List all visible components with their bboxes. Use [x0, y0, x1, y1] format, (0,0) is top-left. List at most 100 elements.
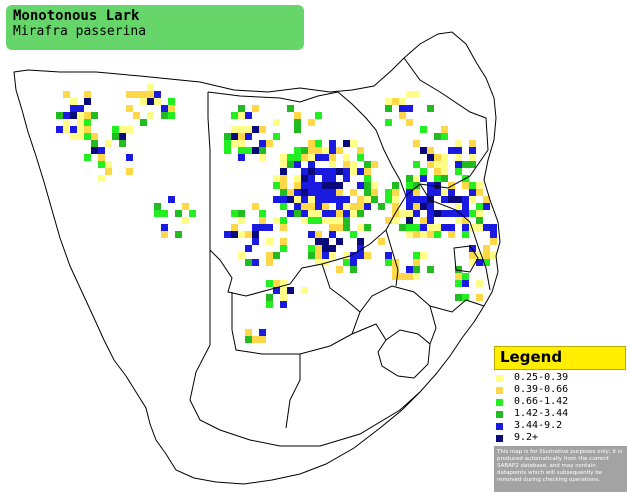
- occurrence-cell: [273, 252, 280, 259]
- occurrence-cell: [413, 140, 420, 147]
- occurrence-cell: [294, 203, 301, 210]
- occurrence-cell: [238, 154, 245, 161]
- occurrence-cell: [343, 252, 350, 259]
- occurrence-cell: [441, 161, 448, 168]
- occurrence-cell: [469, 154, 476, 161]
- occurrence-cell: [252, 203, 259, 210]
- occurrence-cell: [385, 105, 392, 112]
- occurrence-cell: [483, 224, 490, 231]
- occurrence-cell: [462, 203, 469, 210]
- occurrence-cell: [231, 140, 238, 147]
- occurrence-cell: [441, 126, 448, 133]
- occurrence-cell: [329, 196, 336, 203]
- occurrence-cell: [392, 273, 399, 280]
- occurrence-cell: [427, 147, 434, 154]
- occurrence-cell: [336, 203, 343, 210]
- occurrence-cell: [175, 231, 182, 238]
- occurrence-cell: [343, 168, 350, 175]
- occurrence-cell: [406, 203, 413, 210]
- occurrence-cell: [189, 210, 196, 217]
- border-botswana-zimbabwe: [337, 91, 407, 231]
- occurrence-cell: [77, 112, 84, 119]
- occurrence-cell: [476, 210, 483, 217]
- occurrence-cell: [301, 217, 308, 224]
- occurrence-cell: [469, 140, 476, 147]
- occurrence-cell: [364, 175, 371, 182]
- legend-label: 1.42-3.44: [514, 408, 569, 419]
- occurrence-cell: [84, 112, 91, 119]
- occurrence-cell: [266, 140, 273, 147]
- occurrence-cell: [273, 280, 280, 287]
- occurrence-cell: [399, 210, 406, 217]
- occurrence-cell: [476, 217, 483, 224]
- occurrence-cell: [315, 140, 322, 147]
- occurrence-cell: [350, 231, 357, 238]
- occurrence-cell: [294, 175, 301, 182]
- occurrence-cell: [126, 91, 133, 98]
- occurrence-cell: [406, 182, 413, 189]
- occurrence-cell: [84, 119, 91, 126]
- occurrence-cell: [322, 217, 329, 224]
- occurrence-cell: [406, 231, 413, 238]
- occurrence-cell: [91, 140, 98, 147]
- occurrence-cell: [280, 245, 287, 252]
- occurrence-cell: [392, 196, 399, 203]
- occurrence-cell: [448, 224, 455, 231]
- province-line-1: [231, 292, 387, 355]
- occurrence-cell: [329, 231, 336, 238]
- occurrence-cell: [147, 91, 154, 98]
- occurrence-cell: [294, 112, 301, 119]
- occurrence-cell: [364, 168, 371, 175]
- province-line-3: [285, 354, 301, 429]
- occurrence-cell: [399, 224, 406, 231]
- occurrence-cell: [161, 112, 168, 119]
- occurrence-cell: [343, 140, 350, 147]
- occurrence-cell: [168, 98, 175, 105]
- occurrence-cell: [56, 126, 63, 133]
- occurrence-cell: [287, 154, 294, 161]
- occurrence-cell: [378, 238, 385, 245]
- species-common-name: Monotonous Lark: [13, 8, 140, 24]
- occurrence-cell: [245, 231, 252, 238]
- occurrence-cell: [434, 133, 441, 140]
- occurrence-cell: [77, 126, 84, 133]
- occurrence-cell: [434, 161, 441, 168]
- legend-item: 0.39-0.66: [494, 384, 626, 397]
- occurrence-cell: [126, 105, 133, 112]
- occurrence-cell: [301, 203, 308, 210]
- occurrence-cell: [308, 182, 315, 189]
- occurrence-cell: [161, 105, 168, 112]
- occurrence-cell: [308, 168, 315, 175]
- occurrence-cell: [455, 147, 462, 154]
- occurrence-cell: [147, 84, 154, 91]
- occurrence-cell: [392, 182, 399, 189]
- occurrence-cell: [224, 133, 231, 140]
- occurrence-cell: [308, 147, 315, 154]
- occurrence-cell: [280, 175, 287, 182]
- occurrence-cell: [308, 189, 315, 196]
- occurrence-cell: [420, 224, 427, 231]
- occurrence-cell: [448, 147, 455, 154]
- occurrence-cell: [154, 210, 161, 217]
- occurrence-cell: [357, 210, 364, 217]
- occurrence-cell: [434, 175, 441, 182]
- occurrence-cell: [350, 259, 357, 266]
- occurrence-cell: [441, 196, 448, 203]
- occurrence-cell: [252, 336, 259, 343]
- occurrence-cell: [231, 210, 238, 217]
- occurrence-cell: [427, 105, 434, 112]
- occurrence-cell: [448, 182, 455, 189]
- legend-item: 1.42-3.44: [494, 408, 626, 421]
- occurrence-cell: [315, 189, 322, 196]
- occurrence-cell: [427, 231, 434, 238]
- occurrence-cell: [469, 259, 476, 266]
- occurrence-cell: [259, 147, 266, 154]
- occurrence-cell: [322, 182, 329, 189]
- occurrence-cell: [420, 203, 427, 210]
- occurrence-cell: [364, 196, 371, 203]
- occurrence-cell: [119, 126, 126, 133]
- occurrence-cell: [238, 126, 245, 133]
- occurrence-cell: [399, 98, 406, 105]
- occurrence-cell: [231, 112, 238, 119]
- occurrence-cell: [413, 231, 420, 238]
